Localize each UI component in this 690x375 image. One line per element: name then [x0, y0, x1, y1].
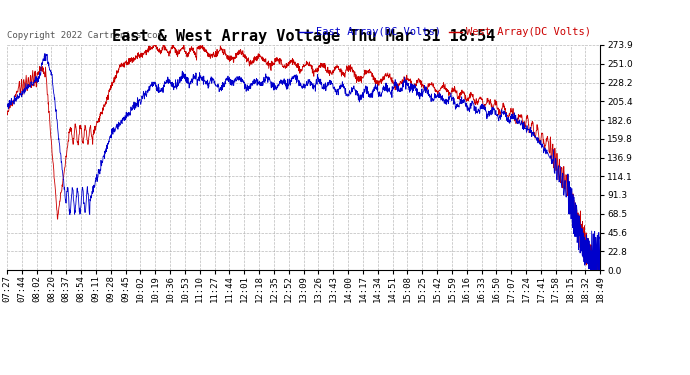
- Legend: East Array(DC Volts), West Array(DC Volts): East Array(DC Volts), West Array(DC Volt…: [295, 23, 595, 42]
- Title: East & West Array Voltage Thu Mar 31 18:54: East & West Array Voltage Thu Mar 31 18:…: [112, 29, 495, 44]
- Text: Copyright 2022 Cartronics.com: Copyright 2022 Cartronics.com: [7, 32, 163, 40]
